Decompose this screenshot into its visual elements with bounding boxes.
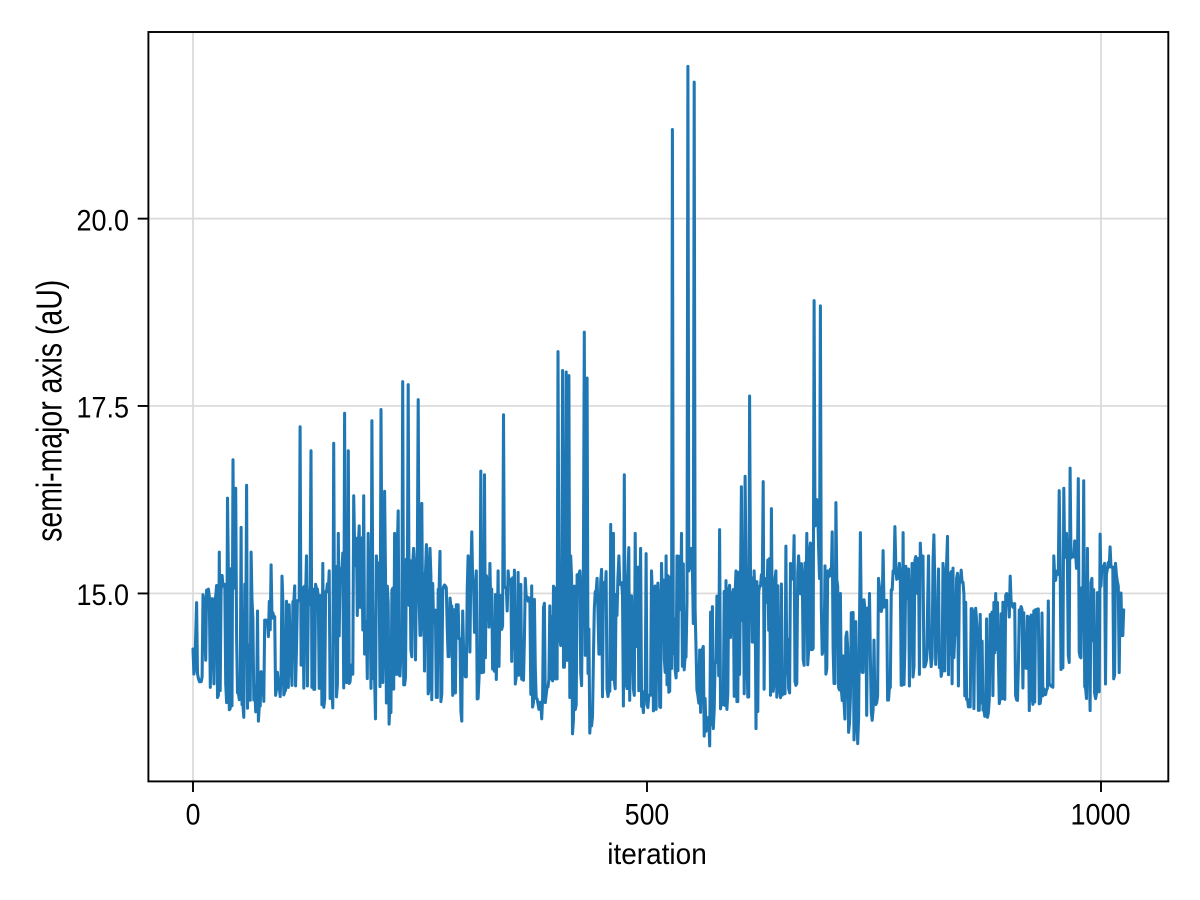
svg-text:20.0: 20.0 <box>77 204 130 237</box>
svg-text:500: 500 <box>625 799 670 832</box>
svg-text:semi-major axis (aU): semi-major axis (aU) <box>29 280 70 542</box>
svg-text:iteration: iteration <box>607 838 707 871</box>
svg-text:15.0: 15.0 <box>77 579 130 612</box>
svg-text:1000: 1000 <box>1071 799 1131 832</box>
svg-text:0: 0 <box>186 799 201 832</box>
svg-text:17.5: 17.5 <box>77 392 130 425</box>
